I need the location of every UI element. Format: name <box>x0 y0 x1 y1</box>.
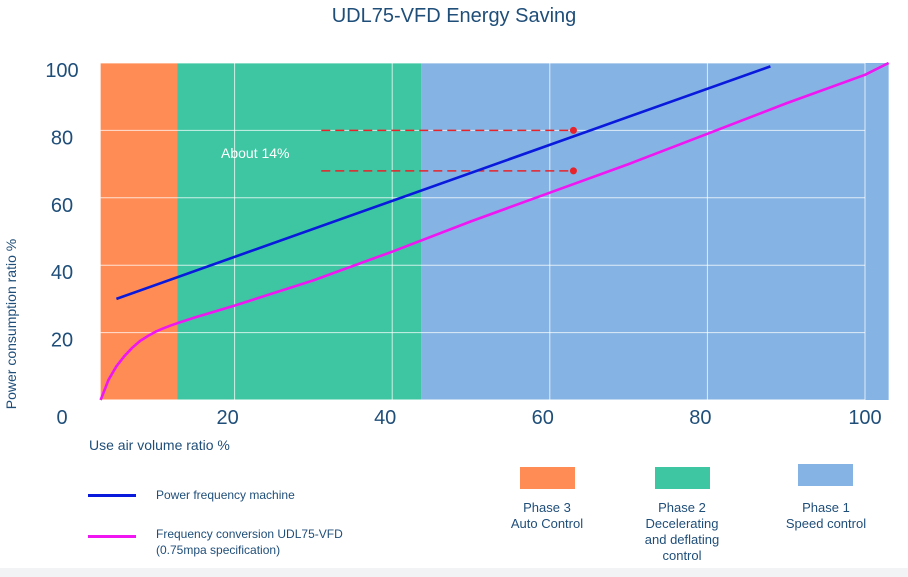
series-line-power-frequency <box>115 65 771 301</box>
y-tick-label: 100 <box>45 60 78 82</box>
phase1-swatch <box>798 464 853 486</box>
legend-label-vfd: Frequency conversion UDL75-VFD (0.75mpa … <box>156 526 343 558</box>
x-tick-label: 80 <box>689 407 711 429</box>
phase3-swatch <box>520 467 575 489</box>
bottom-strip <box>0 568 908 577</box>
x-axis-label: Use air volume ratio % <box>89 437 230 453</box>
phase1-label-line1: Phase 1 <box>802 500 850 515</box>
phase-band-1 <box>100 63 178 400</box>
y-tick-label: 60 <box>51 195 73 217</box>
annotation-point-2 <box>569 167 577 175</box>
annotation-text: About 14% <box>221 145 290 161</box>
y-axis-label: Power consumption ratio % <box>3 238 19 410</box>
phase-band-2 <box>177 63 422 400</box>
phase2-label-line4: control <box>662 548 702 563</box>
x-tick-label: 60 <box>532 407 554 429</box>
x-tick-label: 40 <box>374 407 396 429</box>
phase2-label-line3: and deflating <box>644 532 720 547</box>
phase3-label-line1: Phase 3 <box>523 500 571 515</box>
phase1-label-line2: Speed control <box>785 516 867 531</box>
phase3-label-line2: Auto Control <box>510 516 584 531</box>
legend-swatch-vfd <box>88 535 136 538</box>
legend-label-vfd-line2: (0.75mpa specification) <box>156 543 281 557</box>
phase1-label: Phase 1 Speed control <box>766 500 886 532</box>
x-tick-label: 0 <box>56 407 67 429</box>
x-tick-label: 100 <box>848 407 881 429</box>
legend-label-vfd-line1: Frequency conversion UDL75-VFD <box>156 527 343 541</box>
phase2-swatch <box>655 467 710 489</box>
phase2-label-line1: Phase 2 <box>658 500 706 515</box>
annotation-point-1 <box>569 126 577 134</box>
legend-label-power: Power frequency machine <box>156 488 295 502</box>
phase-band-3 <box>421 63 889 400</box>
y-tick-label: 20 <box>51 330 73 352</box>
phase3-label: Phase 3 Auto Control <box>487 500 607 532</box>
legend-swatch-power <box>88 494 136 497</box>
y-tick-label: 80 <box>51 127 73 149</box>
y-tick-label: 40 <box>51 262 73 284</box>
phase2-label-line2: Decelerating <box>645 516 719 531</box>
x-tick-label: 20 <box>216 407 238 429</box>
phase2-label: Phase 2 Decelerating and deflating contr… <box>622 500 742 564</box>
series-line-vfd <box>99 61 890 401</box>
chart-title: UDL75-VFD Energy Saving <box>331 5 577 27</box>
